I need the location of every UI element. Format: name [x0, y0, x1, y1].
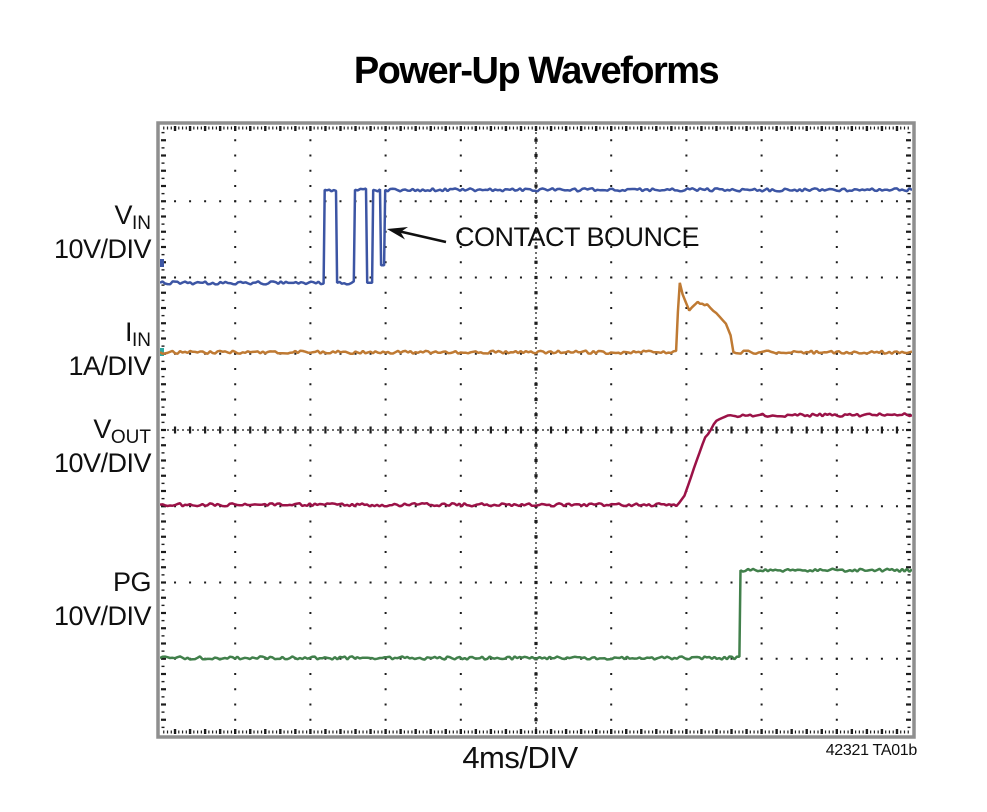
trace-pg — [160, 567, 912, 661]
channel-scale: 10V/DIV — [53, 601, 152, 631]
contact-bounce-arrow — [397, 229, 447, 244]
channel-label-iin: IIN 1A/DIV — [0, 317, 151, 382]
channel-label-pg: PG 10V/DIV — [0, 567, 152, 632]
chart-title: Power-Up Waveforms — [353, 50, 720, 92]
channel-subscript: OUT — [110, 427, 151, 448]
channel-name: VIN — [114, 200, 151, 234]
figure-reference-code: 42321 TA01b — [825, 742, 918, 759]
x-axis-label: 4ms/DIV — [462, 740, 578, 775]
channel-name: IIN — [124, 317, 151, 351]
channel-label-vin: VIN 10V/DIV — [0, 200, 152, 265]
channel-name: VOUT — [93, 414, 151, 448]
channel-scale: 1A/DIV — [68, 351, 151, 381]
contact-bounce-annotation: CONTACT BOUNCE — [455, 222, 700, 252]
trace-vout — [160, 412, 912, 508]
trace-iin — [160, 282, 912, 356]
contact-bounce-arrowhead — [387, 227, 408, 240]
channel-scale: 10V/DIV — [53, 234, 152, 264]
channel-subscript: IN — [132, 213, 151, 234]
channel-subscript: IN — [132, 330, 151, 351]
channel-scale: 10V/DIV — [53, 448, 152, 478]
channel-name: PG — [112, 567, 152, 597]
channel-label-vout: VOUT 10V/DIV — [0, 414, 152, 479]
trace-vin — [160, 186, 912, 286]
